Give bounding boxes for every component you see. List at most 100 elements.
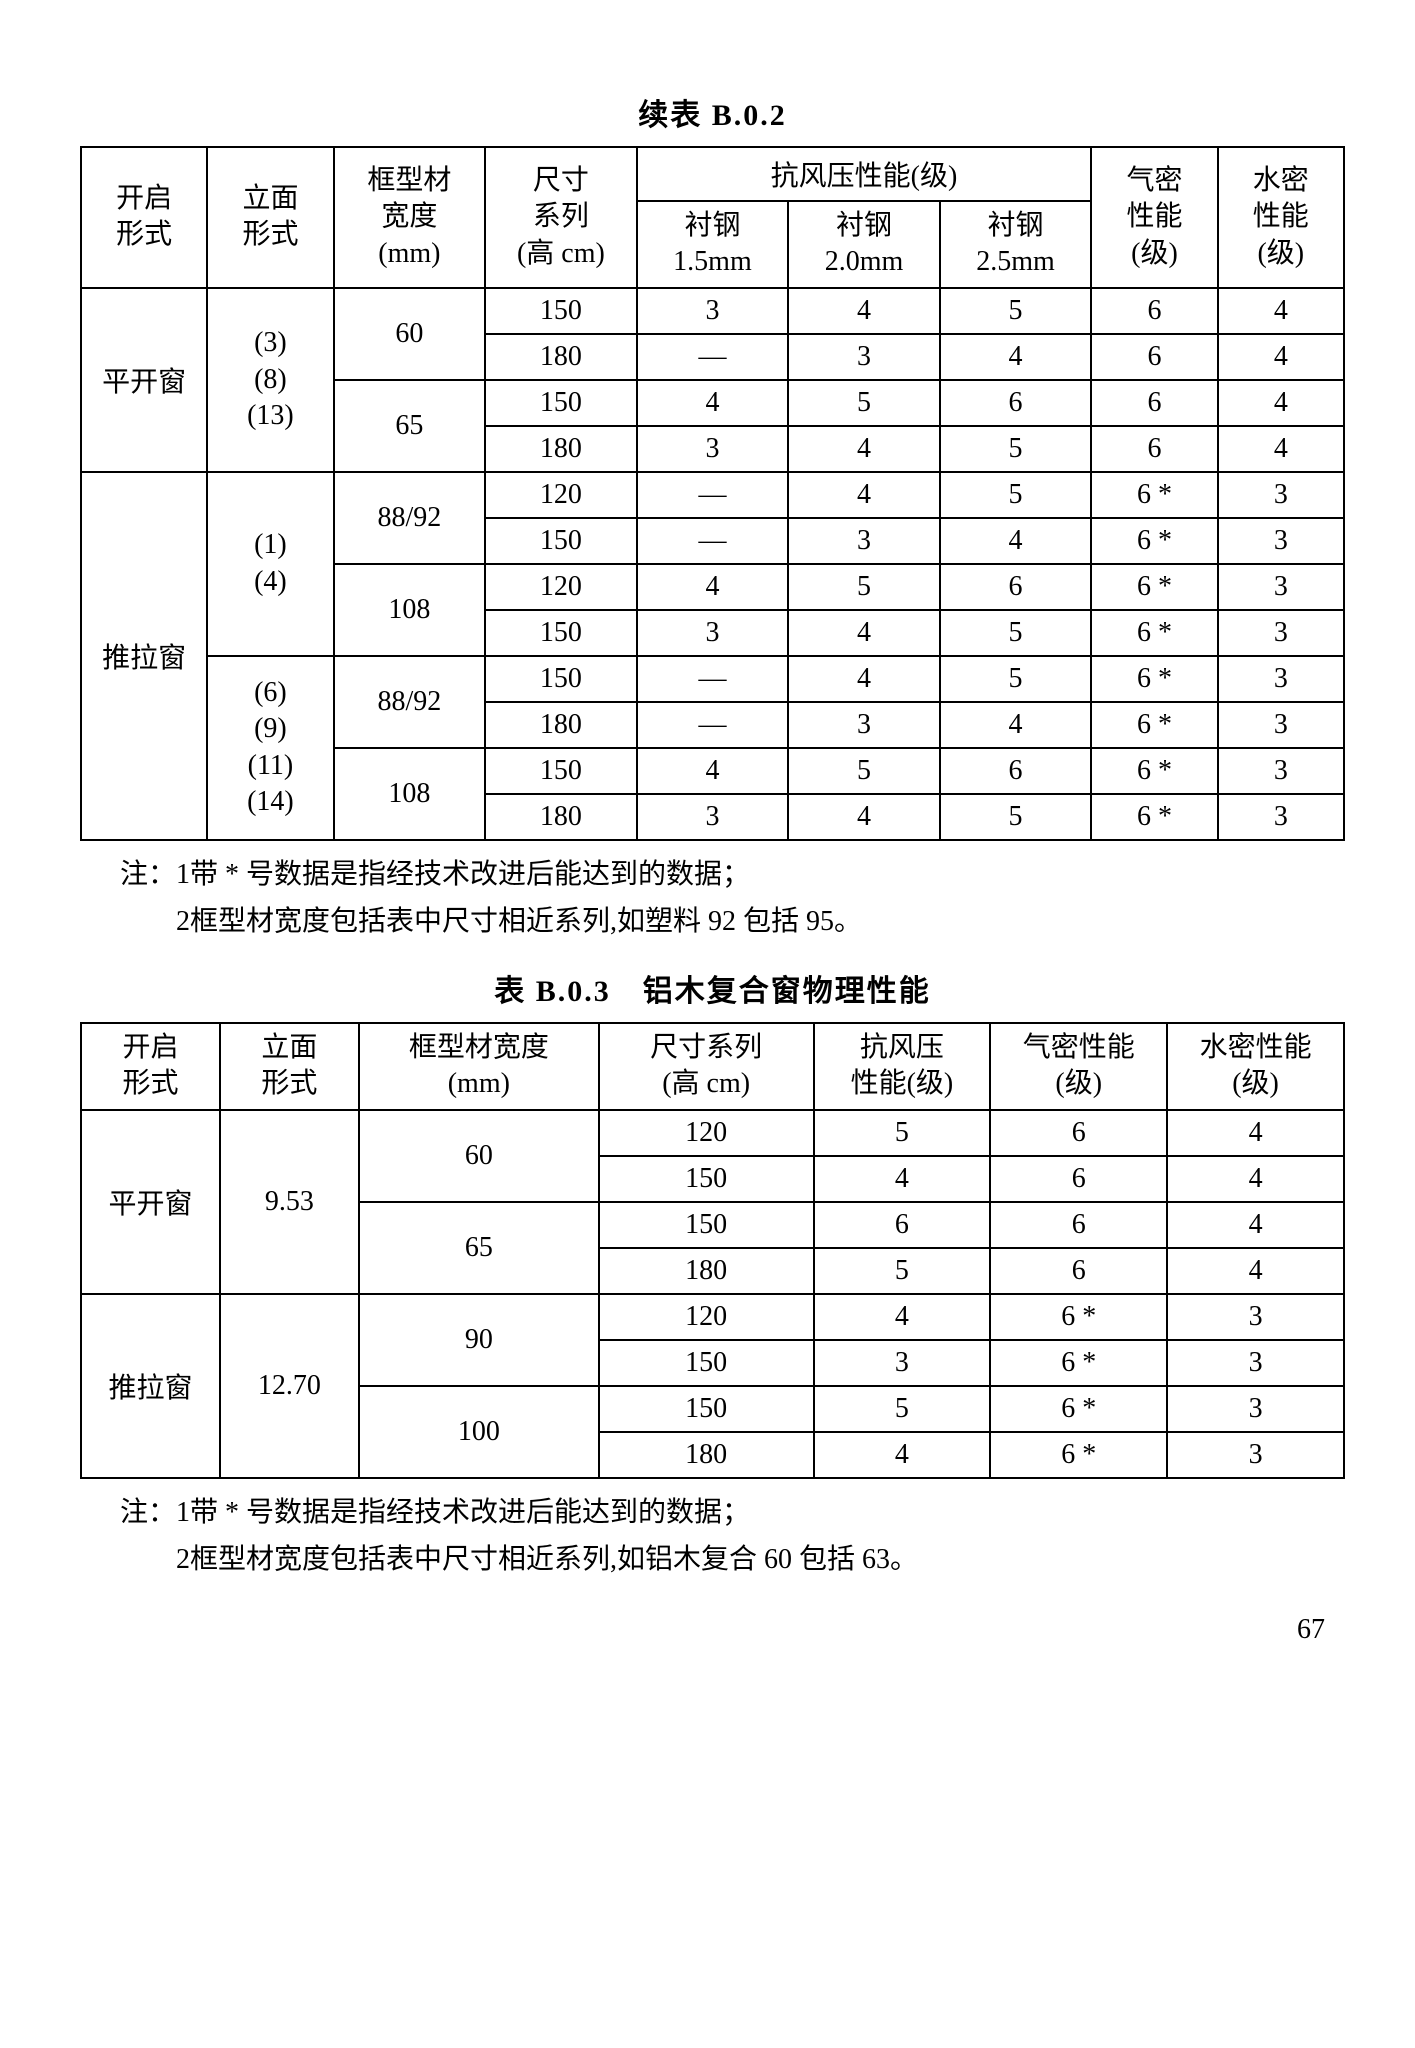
cell: 180	[485, 794, 637, 840]
cell: 3	[814, 1340, 991, 1386]
cell: 3	[1167, 1294, 1344, 1340]
t2-h-water: 水密性能 (级)	[1167, 1023, 1344, 1110]
cell: 6	[1091, 288, 1217, 334]
cell: 180	[485, 702, 637, 748]
cell: 5	[940, 656, 1092, 702]
cell: 4	[637, 380, 789, 426]
t1-h-w2: 衬钢 2.0mm	[788, 201, 940, 288]
cell: 3	[1218, 748, 1344, 794]
t1-h-water: 水密 性能 (级)	[1218, 147, 1344, 288]
table-row: 推拉窗 12.70 90 120 4 6 * 3	[81, 1294, 1344, 1340]
cell: 4	[940, 334, 1092, 380]
cell: 4	[788, 426, 940, 472]
cell: 4	[1218, 380, 1344, 426]
cell: 5	[788, 380, 940, 426]
cell: 6	[940, 748, 1092, 794]
cell: 150	[485, 656, 637, 702]
cell: 3	[788, 518, 940, 564]
t2-gb-c1: 推拉窗	[81, 1294, 220, 1478]
t2-h-size: 尺寸系列 (高 cm)	[599, 1023, 814, 1110]
cell: 90	[359, 1294, 599, 1386]
cell: 4	[637, 748, 789, 794]
cell: 100	[359, 1386, 599, 1478]
cell: 4	[1167, 1110, 1344, 1156]
t2-h-facade: 立面 形式	[220, 1023, 359, 1110]
t1-h-w3: 衬钢 2.5mm	[940, 201, 1092, 288]
note-idx: 2	[176, 1536, 190, 1584]
cell: 150	[485, 380, 637, 426]
table-row: (6) (9) (11) (14) 88/92 150 — 4 5 6 * 3	[81, 656, 1344, 702]
cell: 5	[814, 1110, 991, 1156]
t1-h-air: 气密 性能 (级)	[1091, 147, 1217, 288]
table1-notes: 注： 1 带 * 号数据是指经技术改进后能达到的数据； 注： 2 框型材宽度包括…	[120, 851, 1345, 946]
t1-h-width: 框型材 宽度 (mm)	[334, 147, 486, 288]
cell: 6	[990, 1202, 1167, 1248]
cell: 4	[1167, 1248, 1344, 1294]
cell: 120	[599, 1110, 814, 1156]
page-number: 67	[80, 1614, 1345, 1646]
cell: 4	[814, 1294, 991, 1340]
cell: 4	[637, 564, 789, 610]
cell: 4	[788, 794, 940, 840]
cell: 4	[788, 288, 940, 334]
cell: 6	[990, 1110, 1167, 1156]
t2-ga-c2: 9.53	[220, 1110, 359, 1294]
t1-h-w1: 衬钢 1.5mm	[637, 201, 789, 288]
table2-notes: 注： 1 带 * 号数据是指经技术改进后能达到的数据； 注： 2 框型材宽度包括…	[120, 1489, 1345, 1584]
t2-h-width: 框型材宽度 (mm)	[359, 1023, 599, 1110]
t1-h-wind: 抗风压性能(级)	[637, 147, 1092, 201]
cell: 5	[788, 564, 940, 610]
cell: —	[637, 656, 789, 702]
cell: 3	[1218, 610, 1344, 656]
note-idx: 1	[176, 1489, 190, 1537]
cell: 4	[940, 518, 1092, 564]
cell: 4	[1218, 334, 1344, 380]
t2-gb-c2: 12.70	[220, 1294, 359, 1478]
cell: 150	[485, 518, 637, 564]
cell: 150	[599, 1340, 814, 1386]
table2: 开启 形式 立面 形式 框型材宽度 (mm) 尺寸系列 (高 cm) 抗风压 性…	[80, 1022, 1345, 1479]
note-text: 带 * 号数据是指经技术改进后能达到的数据；	[190, 851, 750, 899]
cell: 6	[940, 380, 1092, 426]
cell: 3	[788, 334, 940, 380]
t1-ga-c2: (3) (8) (13)	[207, 288, 333, 472]
cell: 3	[637, 610, 789, 656]
cell: 3	[637, 288, 789, 334]
cell: 3	[1167, 1432, 1344, 1478]
cell: 6 *	[1091, 518, 1217, 564]
cell: 180	[599, 1432, 814, 1478]
t1-gb-s2: (6) (9) (11) (14)	[207, 656, 333, 840]
cell: 6 *	[990, 1432, 1167, 1478]
cell: 6 *	[1091, 472, 1217, 518]
cell: 65	[334, 380, 486, 472]
note-text: 框型材宽度包括表中尺寸相近系列,如铝木复合 60 包括 63。	[190, 1536, 918, 1584]
table-row: 平开窗 9.53 60 120 5 6 4	[81, 1110, 1344, 1156]
cell: 3	[1218, 702, 1344, 748]
cell: 6 *	[1091, 702, 1217, 748]
note-idx: 1	[176, 851, 190, 899]
cell: 4	[814, 1432, 991, 1478]
cell: 88/92	[334, 472, 486, 564]
cell: —	[637, 518, 789, 564]
cell: 5	[788, 748, 940, 794]
cell: 6 *	[1091, 794, 1217, 840]
cell: 6	[940, 564, 1092, 610]
cell: 6	[1091, 334, 1217, 380]
cell: 3	[1218, 472, 1344, 518]
cell: 4	[1167, 1202, 1344, 1248]
cell: —	[637, 334, 789, 380]
cell: 150	[485, 288, 637, 334]
cell: 60	[359, 1110, 599, 1202]
cell: 60	[334, 288, 486, 380]
cell: 108	[334, 564, 486, 656]
note-label: 注：	[120, 1489, 176, 1537]
t1-h-open: 开启 形式	[81, 147, 207, 288]
cell: 4	[814, 1156, 991, 1202]
cell: 150	[599, 1386, 814, 1432]
cell: 150	[485, 610, 637, 656]
cell: 5	[814, 1248, 991, 1294]
t1-h-facade: 立面 形式	[207, 147, 333, 288]
cell: 3	[788, 702, 940, 748]
cell: 120	[485, 472, 637, 518]
cell: 6	[990, 1156, 1167, 1202]
